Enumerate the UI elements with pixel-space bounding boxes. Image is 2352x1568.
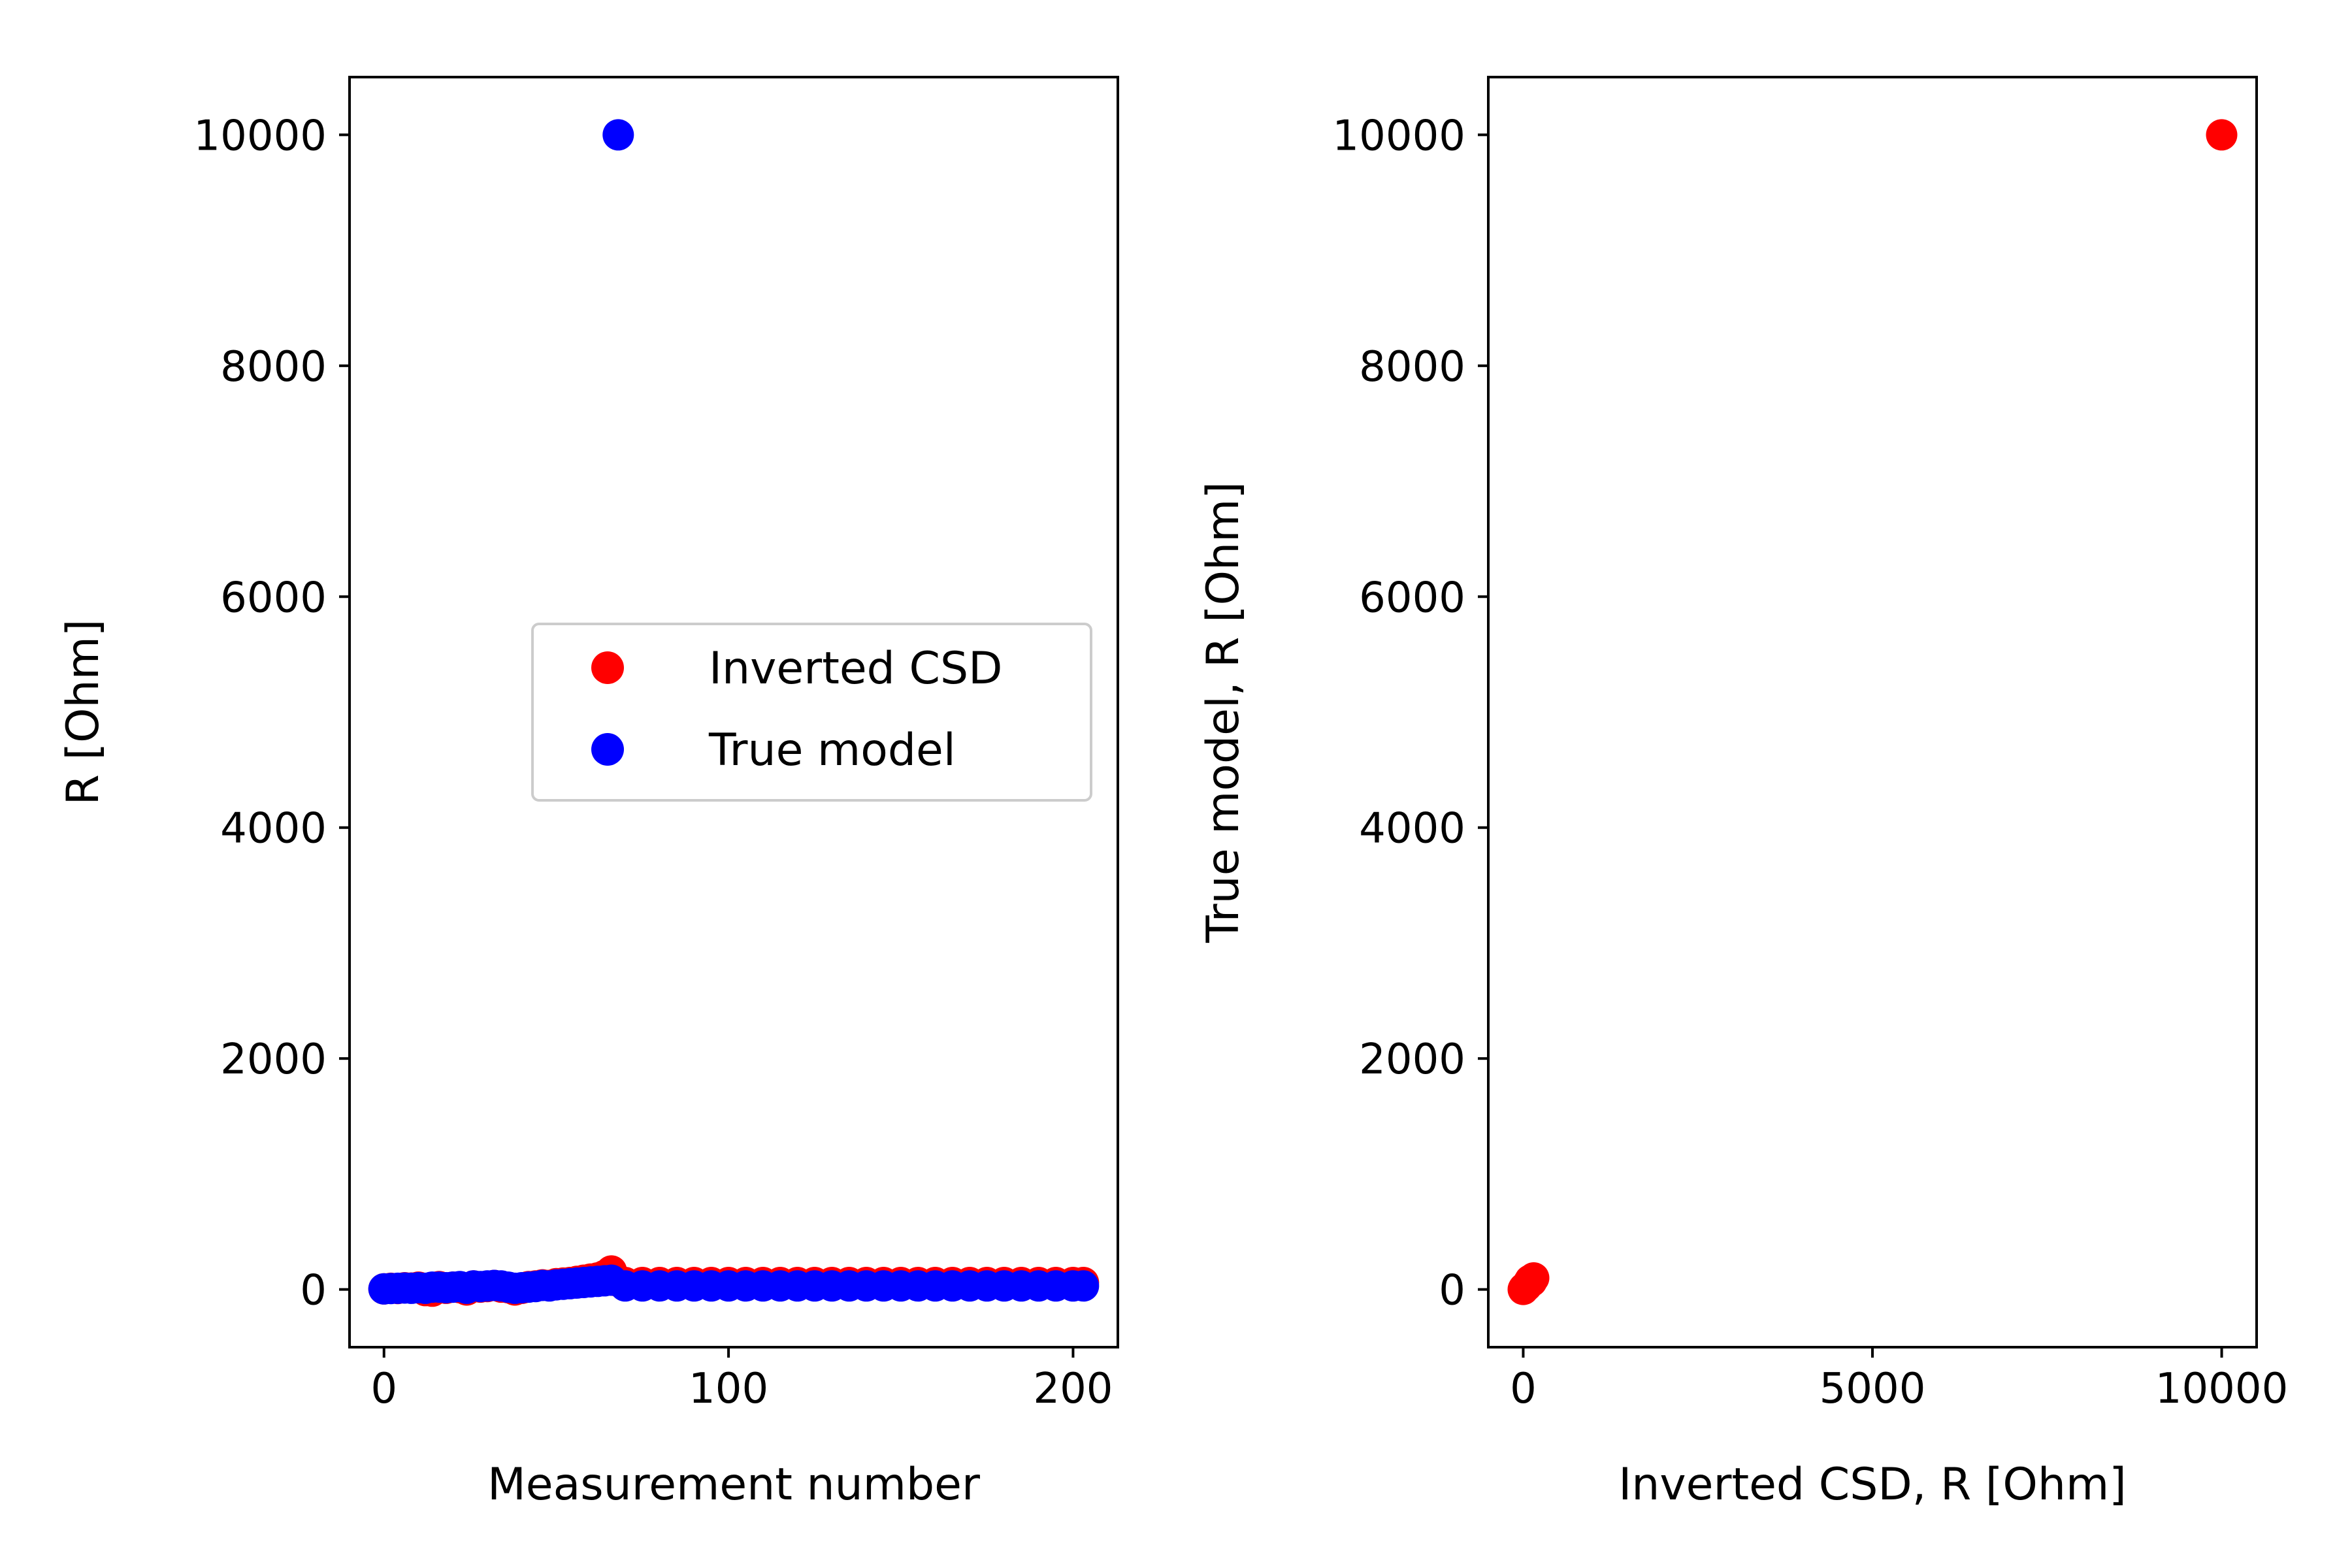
left-y-tick-label-5: 10000 [193, 112, 327, 160]
right-x-tick-label-2: 10000 [2155, 1365, 2289, 1413]
legend-marker-inverted-csd [591, 651, 624, 684]
left-x-tick-label-2: 200 [1033, 1365, 1113, 1413]
left-y-tick-label-3: 6000 [220, 574, 327, 622]
left-y-tick-label-4: 8000 [220, 343, 327, 391]
left-y-axis-label: R [Ohm] [57, 619, 109, 806]
right-y-axis-label: True model, R [Ohm] [1198, 482, 1249, 943]
left-x-axis-label: Measurement number [487, 1459, 980, 1511]
right-y-tick-label-1: 2000 [1359, 1036, 1465, 1084]
legend-box [531, 623, 1092, 802]
legend-marker-true-model [591, 733, 624, 766]
right-y-tick-label-5: 10000 [1332, 112, 1465, 160]
right-ticks: 0 5000 10000 0 2000 4000 6000 8000 10000 [1332, 112, 2288, 1413]
left-point-s1-34 [602, 119, 634, 151]
left-y-tick-label-1: 2000 [220, 1036, 327, 1084]
legend-label-inverted-csd: Inverted CSD [709, 643, 1002, 694]
legend: Inverted CSD True model [531, 623, 1092, 802]
right-y-tick-label-4: 8000 [1359, 343, 1465, 391]
right-x-tick-label-0: 0 [1510, 1365, 1537, 1413]
right-x-axis-label: Inverted CSD, R [Ohm] [1618, 1459, 2126, 1511]
left-x-tick-label-0: 0 [370, 1365, 397, 1413]
legend-label-true-model: True model [708, 725, 956, 776]
left-axes-frame [348, 76, 1119, 1348]
left-x-tick-label-1: 100 [689, 1365, 768, 1413]
left-y-tick-label-0: 0 [300, 1267, 327, 1315]
right-y-tick-label-3: 6000 [1359, 574, 1465, 622]
right-point-s0-11 [2206, 119, 2238, 151]
right-data-points [1507, 119, 2238, 1305]
right-scatter-panel: 0 5000 10000 0 2000 4000 6000 8000 10000 Inverte… [1198, 76, 2288, 1511]
left-y-tick-label-2: 4000 [220, 805, 327, 853]
right-point-s0-10 [1518, 1262, 1550, 1294]
left-point-s1-62 [1068, 1270, 1100, 1302]
right-y-tick-label-0: 0 [1439, 1267, 1465, 1315]
right-y-tick-label-2: 4000 [1359, 805, 1465, 853]
left-data-points [368, 119, 1100, 1307]
right-x-tick-label-1: 5000 [1820, 1365, 1926, 1413]
